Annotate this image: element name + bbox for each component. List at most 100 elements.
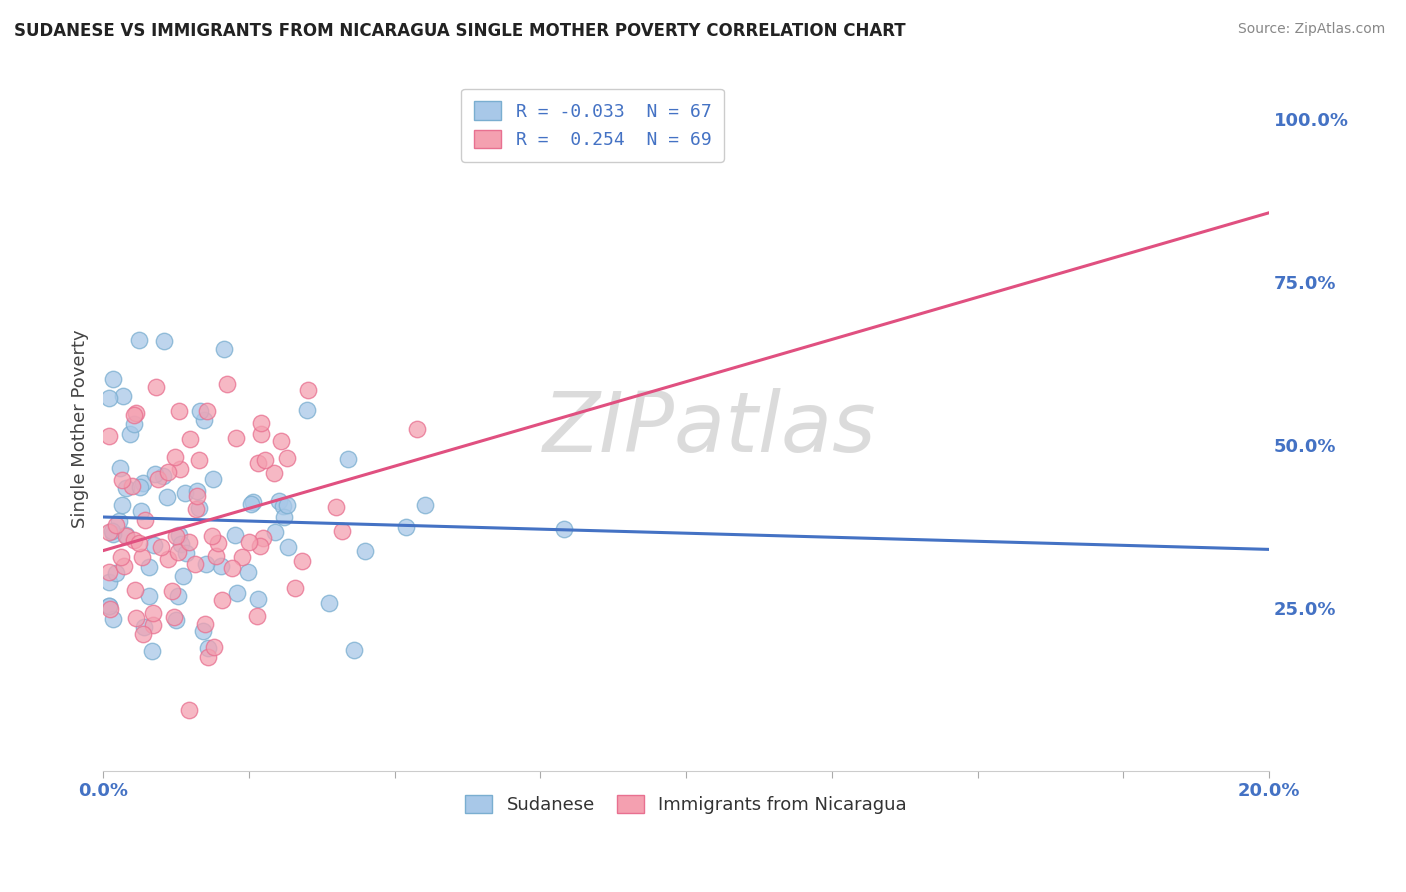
Text: ZIPatlas: ZIPatlas [543,388,876,469]
Sudanese [111,388,134,402]
Immigrants from Nicaragua [211,593,233,607]
Immigrants from Nicaragua [221,560,243,574]
Immigrants from Nicaragua [246,609,269,624]
Sudanese [138,589,160,603]
Immigrants from Nicaragua [284,581,307,595]
Immigrants from Nicaragua [276,451,298,466]
Sudanese [129,479,152,493]
Sudanese [111,498,134,512]
Sudanese [138,559,160,574]
Immigrants from Nicaragua [246,457,269,471]
Immigrants from Nicaragua [100,602,122,616]
Immigrants from Nicaragua [163,610,186,624]
Immigrants from Nicaragua [132,627,155,641]
Sudanese [197,640,219,655]
Sudanese [118,427,141,442]
Immigrants from Nicaragua [183,557,205,571]
Sudanese [395,520,418,534]
Immigrants from Nicaragua [148,472,170,486]
Sudanese [172,569,194,583]
Immigrants from Nicaragua [111,473,134,487]
Immigrants from Nicaragua [197,649,219,664]
Sudanese [273,510,295,524]
Immigrants from Nicaragua [167,404,190,418]
Sudanese [176,546,198,560]
Sudanese [343,643,366,657]
Immigrants from Nicaragua [167,545,190,559]
Sudanese [354,544,377,558]
Immigrants from Nicaragua [150,540,173,554]
Sudanese [236,565,259,579]
Immigrants from Nicaragua [124,408,146,422]
Sudanese [209,558,232,573]
Immigrants from Nicaragua [231,550,253,565]
Sudanese [195,558,218,572]
Sudanese [97,599,120,613]
Immigrants from Nicaragua [124,582,146,597]
Sudanese [129,504,152,518]
Immigrants from Nicaragua [194,617,217,632]
Immigrants from Nicaragua [201,529,224,543]
Immigrants from Nicaragua [125,611,148,625]
Y-axis label: Single Mother Poverty: Single Mother Poverty [72,329,89,528]
Immigrants from Nicaragua [142,607,165,621]
Immigrants from Nicaragua [105,518,128,533]
Immigrants from Nicaragua [250,416,273,430]
Sudanese [174,485,197,500]
Immigrants from Nicaragua [112,559,135,574]
Sudanese [132,475,155,490]
Sudanese [97,575,120,590]
Immigrants from Nicaragua [160,583,183,598]
Immigrants from Nicaragua [207,535,229,549]
Sudanese [246,591,269,606]
Sudanese [128,333,150,347]
Immigrants from Nicaragua [145,380,167,394]
Immigrants from Nicaragua [186,501,208,516]
Sudanese [187,500,209,515]
Sudanese [152,469,174,483]
Immigrants from Nicaragua [125,406,148,420]
Sudanese [226,586,249,600]
Immigrants from Nicaragua [325,500,347,514]
Text: SUDANESE VS IMMIGRANTS FROM NICARAGUA SINGLE MOTHER POVERTY CORRELATION CHART: SUDANESE VS IMMIGRANTS FROM NICARAGUA SI… [14,22,905,40]
Immigrants from Nicaragua [169,461,191,475]
Immigrants from Nicaragua [202,640,225,654]
Immigrants from Nicaragua [165,529,187,543]
Sudanese [271,499,294,513]
Immigrants from Nicaragua [122,533,145,548]
Sudanese [101,371,124,385]
Immigrants from Nicaragua [238,535,260,549]
Immigrants from Nicaragua [179,433,201,447]
Immigrants from Nicaragua [134,513,156,527]
Sudanese [336,451,359,466]
Immigrants from Nicaragua [253,453,276,467]
Immigrants from Nicaragua [406,422,429,436]
Immigrants from Nicaragua [97,429,120,443]
Sudanese [167,528,190,542]
Sudanese [97,599,120,614]
Immigrants from Nicaragua [177,703,200,717]
Sudanese [156,490,179,504]
Sudanese [224,528,246,542]
Sudanese [295,403,318,417]
Immigrants from Nicaragua [249,540,271,554]
Sudanese [413,498,436,512]
Sudanese [143,538,166,552]
Sudanese [153,334,176,348]
Immigrants from Nicaragua [270,434,292,449]
Immigrants from Nicaragua [330,524,353,538]
Immigrants from Nicaragua [204,549,226,563]
Sudanese [239,497,262,511]
Immigrants from Nicaragua [165,450,187,464]
Immigrants from Nicaragua [97,566,120,580]
Sudanese [202,472,225,486]
Immigrants from Nicaragua [156,552,179,566]
Sudanese [167,589,190,603]
Sudanese [263,525,285,540]
Immigrants from Nicaragua [142,617,165,632]
Immigrants from Nicaragua [187,452,209,467]
Immigrants from Nicaragua [156,465,179,479]
Immigrants from Nicaragua [250,426,273,441]
Sudanese [104,566,127,580]
Sudanese [134,620,156,634]
